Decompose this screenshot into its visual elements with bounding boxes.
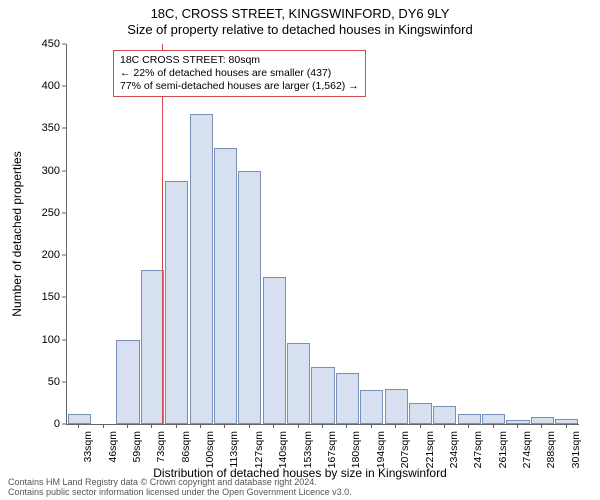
- histogram-bar: [263, 277, 286, 424]
- chart-container: 18C, CROSS STREET, KINGSWINFORD, DY6 9LY…: [0, 0, 600, 500]
- x-tick-mark: [151, 424, 152, 428]
- annotation-line1: 18C CROSS STREET: 80sqm: [120, 54, 359, 67]
- x-tick-mark: [420, 424, 421, 428]
- y-tick-label: 150: [0, 291, 60, 303]
- x-tick-mark: [517, 424, 518, 428]
- histogram-bar: [336, 373, 359, 424]
- x-tick-mark: [566, 424, 567, 428]
- histogram-bar: [311, 367, 334, 424]
- histogram-bar: [238, 171, 261, 424]
- x-tick-mark: [78, 424, 79, 428]
- x-tick-mark: [298, 424, 299, 428]
- y-tick-label: 450: [0, 38, 60, 50]
- histogram-bar: [482, 414, 505, 424]
- annotation-line2: ← 22% of detached houses are smaller (43…: [120, 67, 359, 80]
- x-tick-mark: [103, 424, 104, 428]
- histogram-bar: [287, 343, 310, 424]
- histogram-bar: [116, 340, 139, 424]
- histogram-bar: [555, 419, 578, 424]
- attribution-line2: Contains public sector information licen…: [8, 488, 592, 498]
- x-tick-mark: [273, 424, 274, 428]
- annotation-line3: 77% of semi-detached houses are larger (…: [120, 80, 359, 93]
- plot-area: 18C CROSS STREET: 80sqm ← 22% of detache…: [66, 44, 579, 425]
- histogram-bar: [214, 148, 237, 424]
- y-tick-label: 100: [0, 334, 60, 346]
- y-tick-label: 0: [0, 418, 60, 430]
- x-tick-mark: [541, 424, 542, 428]
- histogram-bar: [409, 403, 432, 424]
- x-tick-mark: [395, 424, 396, 428]
- histogram-bar: [385, 389, 408, 424]
- reference-marker-line: [162, 44, 163, 424]
- x-tick-mark: [176, 424, 177, 428]
- x-tick-mark: [249, 424, 250, 428]
- y-tick-label: 200: [0, 249, 60, 261]
- x-tick-mark: [224, 424, 225, 428]
- histogram-bar: [458, 414, 481, 424]
- x-tick-mark: [127, 424, 128, 428]
- x-tick-mark: [444, 424, 445, 428]
- x-tick-mark: [371, 424, 372, 428]
- histogram-bar: [165, 181, 188, 424]
- histogram-bar: [433, 406, 456, 424]
- y-tick-label: 350: [0, 122, 60, 134]
- y-tick-label: 50: [0, 376, 60, 388]
- chart-title-line2: Size of property relative to detached ho…: [0, 22, 600, 37]
- annotation-box: 18C CROSS STREET: 80sqm ← 22% of detache…: [113, 50, 366, 97]
- x-tick-mark: [200, 424, 201, 428]
- attribution-text: Contains HM Land Registry data © Crown c…: [8, 478, 592, 498]
- x-tick-mark: [493, 424, 494, 428]
- x-tick-mark: [346, 424, 347, 428]
- y-tick-label: 250: [0, 207, 60, 219]
- histogram-bar: [68, 414, 91, 424]
- histogram-bar: [141, 270, 164, 424]
- histogram-bar: [360, 390, 383, 424]
- y-tick-label: 300: [0, 165, 60, 177]
- x-tick-mark: [468, 424, 469, 428]
- y-tick-label: 400: [0, 80, 60, 92]
- x-tick-mark: [322, 424, 323, 428]
- histogram-bar: [531, 417, 554, 424]
- chart-title-line1: 18C, CROSS STREET, KINGSWINFORD, DY6 9LY: [0, 6, 600, 21]
- histogram-bar: [190, 114, 213, 424]
